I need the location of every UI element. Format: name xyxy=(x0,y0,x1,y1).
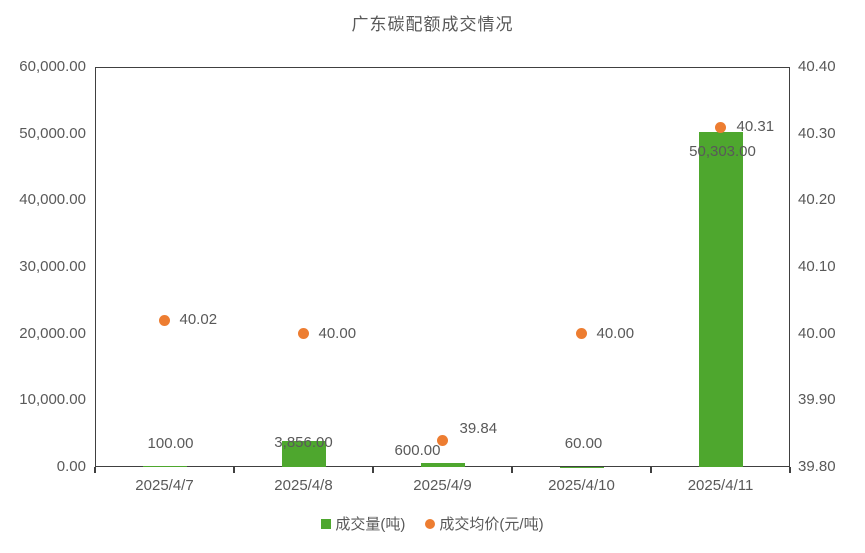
legend: 成交量(吨) 成交均价(元/吨) xyxy=(0,513,865,534)
price-dot xyxy=(298,328,309,340)
x-axis-tick xyxy=(372,467,374,473)
price-value-label: 40.00 xyxy=(318,324,357,342)
volume-legend-swatch-icon xyxy=(321,518,332,529)
y-axis-right-tick-label: 40.20 xyxy=(798,191,836,209)
chart-title: 广东碳配额成交情况 xyxy=(351,15,514,34)
y-axis-right-tick-label: 40.40 xyxy=(798,58,836,75)
x-axis-label: 2025/4/9 xyxy=(413,477,472,494)
y-axis-right-tick-label: 40.30 xyxy=(798,124,836,142)
price-value-label: 40.31 xyxy=(736,118,775,135)
x-axis-tick xyxy=(94,467,96,473)
x-axis-label: 2025/4/7 xyxy=(135,477,194,494)
price-legend-label: 成交均价(元/吨) xyxy=(439,516,544,533)
y-axis-left-tick-label: 20,000.00 xyxy=(19,324,86,342)
price-dot xyxy=(576,328,587,340)
price-dot xyxy=(159,314,170,326)
price-value-label: 39.84 xyxy=(459,420,498,438)
bar-value-label: 3,856.00 xyxy=(274,434,333,451)
x-axis-tick xyxy=(650,467,652,473)
price-dot xyxy=(437,434,448,446)
y-axis-right-tick-label: 40.00 xyxy=(798,324,836,342)
x-axis-tick xyxy=(511,467,513,473)
volume-bar xyxy=(420,463,465,467)
x-axis-label: 2025/4/10 xyxy=(548,477,615,494)
y-axis-left-tick-label: 30,000.00 xyxy=(19,258,86,275)
price-legend-swatch-icon xyxy=(425,518,436,529)
y-axis-left-tick-label: 10,000.00 xyxy=(19,391,86,409)
price-value-label: 40.02 xyxy=(179,311,218,329)
y-axis-right-tick-label: 39.80 xyxy=(798,458,836,475)
volume-bar xyxy=(281,441,326,467)
bar-value-label: 50,303.00 xyxy=(689,143,756,160)
volume-bar xyxy=(698,131,743,467)
volume-legend-label: 成交量(吨) xyxy=(335,516,406,533)
y-axis-left-tick-label: 0.00 xyxy=(56,458,86,475)
y-axis-left-tick-label: 40,000.00 xyxy=(19,191,86,209)
y-axis-right-tick-label: 40.10 xyxy=(798,258,836,275)
bar-value-label: 100.00 xyxy=(147,435,194,452)
legend-item-volume: 成交量(吨) xyxy=(321,513,405,534)
y-axis-left-tick-label: 50,000.00 xyxy=(19,124,86,142)
plot-area xyxy=(95,67,790,467)
x-axis-label: 2025/4/11 xyxy=(687,477,754,494)
legend-item-price: 成交均价(元/吨) xyxy=(425,513,544,534)
x-axis-label: 2025/4/8 xyxy=(274,477,333,494)
price-dot xyxy=(715,121,726,133)
volume-bar xyxy=(142,466,187,467)
y-axis-right-tick-label: 39.90 xyxy=(798,391,836,409)
x-axis-tick xyxy=(789,467,791,473)
x-axis-tick xyxy=(233,467,235,473)
bar-value-label: 60.00 xyxy=(564,435,603,452)
y-axis-left-tick-label: 60,000.00 xyxy=(19,58,86,75)
price-value-label: 40.00 xyxy=(596,324,635,342)
bar-value-label: 600.00 xyxy=(394,442,441,459)
